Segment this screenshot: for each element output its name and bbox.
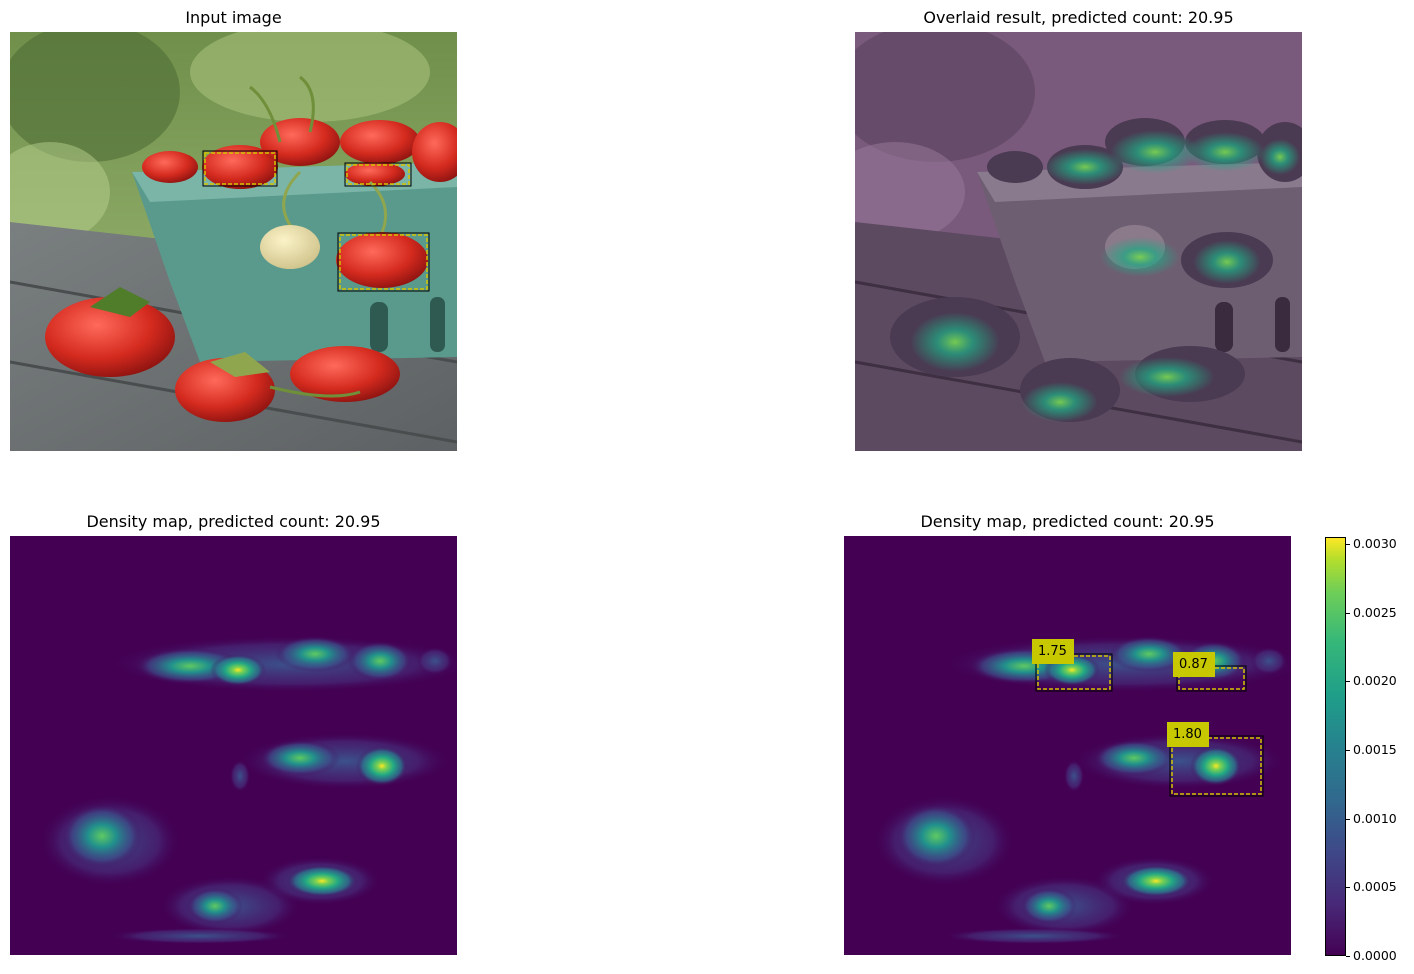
- input-image-title: Input image: [185, 8, 282, 27]
- colorbar: [1325, 537, 1346, 956]
- overlay-title: Overlaid result, predicted count: 20.95: [923, 8, 1234, 27]
- colorbar-tick-label: 0.0020: [1353, 673, 1397, 688]
- overlay-panel: [855, 32, 1302, 451]
- colorbar-tick-label: 0.0015: [1353, 742, 1397, 757]
- box-label-bg-1: [1032, 639, 1074, 664]
- colorbar-tick-label: 0.0000: [1353, 948, 1397, 963]
- density-boxes-panel: 1.75 0.87 1.80: [844, 536, 1291, 955]
- overlay-image: [855, 32, 1302, 451]
- colorbar-tick-mark: [1346, 613, 1350, 614]
- colorbar-tick-mark: [1346, 544, 1350, 545]
- strawberry-photo: [10, 32, 457, 451]
- box-label-bg-3: [1167, 722, 1209, 747]
- colorbar-tick-label: 0.0010: [1353, 811, 1397, 826]
- box-count-label: 1.75: [1038, 644, 1067, 659]
- colorbar-tick-mark: [1346, 750, 1350, 751]
- box-count-label: 0.87: [1179, 657, 1208, 672]
- colorbar-tick-mark: [1346, 956, 1350, 957]
- colorbar-tick-mark: [1346, 887, 1350, 888]
- colorbar-tick-label: 0.0025: [1353, 605, 1397, 620]
- box-label-bg-2: [1173, 652, 1215, 677]
- box-count-label: 1.80: [1173, 727, 1202, 742]
- input-image-panel: [10, 32, 457, 451]
- colorbar-tick-label: 0.0005: [1353, 879, 1397, 894]
- colorbar-tick-mark: [1346, 681, 1350, 682]
- colorbar-tick-label: 0.0030: [1353, 536, 1397, 551]
- density-boxes-title: Density map, predicted count: 20.95: [920, 512, 1215, 531]
- density-map: [10, 536, 457, 955]
- density-map-with-boxes: [844, 536, 1291, 955]
- density-panel: [10, 536, 457, 955]
- density-title: Density map, predicted count: 20.95: [86, 512, 381, 531]
- colorbar-tick-mark: [1346, 819, 1350, 820]
